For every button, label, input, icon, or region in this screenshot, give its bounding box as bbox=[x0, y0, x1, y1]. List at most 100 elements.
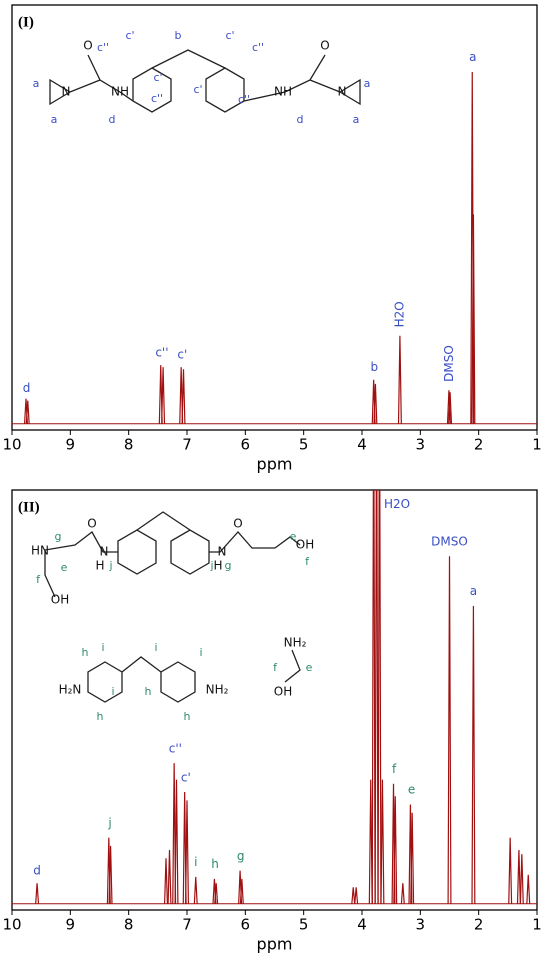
x-tick-label: 10 bbox=[2, 436, 21, 454]
peak bbox=[108, 845, 113, 904]
x-tick-label: 8 bbox=[124, 916, 134, 934]
peak-annotation: c'' bbox=[155, 345, 168, 359]
bond bbox=[49, 78, 101, 106]
peak bbox=[214, 883, 219, 904]
peak bbox=[377, 490, 382, 904]
peak-annotation: DMSO bbox=[442, 345, 456, 382]
structure-label: i bbox=[154, 641, 157, 654]
structure-label: NH₂ bbox=[284, 636, 307, 650]
peak bbox=[373, 383, 378, 424]
peak bbox=[185, 800, 189, 904]
structure-label: H bbox=[95, 559, 104, 573]
structure-label: b bbox=[175, 29, 182, 42]
peak bbox=[397, 335, 402, 424]
ring bbox=[205, 67, 245, 113]
x-tick-label: 5 bbox=[299, 916, 309, 934]
structure-label: N bbox=[62, 85, 71, 99]
structure-label: OH bbox=[51, 593, 69, 607]
ring bbox=[117, 529, 157, 575]
peak bbox=[351, 887, 356, 904]
x-tick-label: 4 bbox=[357, 916, 367, 934]
structure-label: h bbox=[97, 710, 104, 723]
structure-label: a bbox=[353, 113, 360, 126]
structure-label: O bbox=[87, 517, 96, 531]
peak bbox=[393, 796, 398, 904]
structure-label: e bbox=[290, 530, 297, 543]
peak bbox=[519, 854, 524, 904]
structure-label: d bbox=[109, 113, 116, 126]
peak-annotation: H2O bbox=[384, 497, 410, 511]
structure-label: e bbox=[61, 561, 68, 574]
chart: 10 9 8 7 6 5 4 3 2 1 ppm (I) d c'' c' b H2O DMSO a O O N NH NH N… bbox=[2, 4, 542, 474]
peak-annotation: H2O bbox=[392, 301, 406, 327]
peak bbox=[448, 392, 453, 424]
bond bbox=[151, 49, 226, 69]
x-tick-label: 6 bbox=[241, 916, 251, 934]
bond bbox=[209, 531, 301, 553]
peak bbox=[239, 878, 244, 904]
peak bbox=[25, 400, 30, 424]
x-tick-label: 3 bbox=[416, 436, 426, 454]
peak bbox=[161, 367, 166, 424]
structure-label: c' bbox=[193, 83, 202, 96]
structure-label: h bbox=[82, 646, 89, 659]
structure-label: O bbox=[233, 517, 242, 531]
peak-annotation: i bbox=[194, 855, 197, 869]
peak-annotation: a bbox=[470, 584, 477, 598]
peak bbox=[174, 779, 179, 904]
structure-label: c'' bbox=[97, 41, 109, 54]
x-tick-label: 5 bbox=[299, 436, 309, 454]
panel-label: (II) bbox=[18, 499, 40, 515]
peak bbox=[181, 369, 186, 424]
structure-label: c'' bbox=[151, 92, 163, 105]
structure-label: i bbox=[101, 641, 104, 654]
x-tick-label: 9 bbox=[66, 436, 76, 454]
peak-annotation: a bbox=[469, 50, 476, 64]
structure-label: c'' bbox=[252, 41, 264, 54]
spectrum bbox=[12, 490, 537, 905]
structure-label: e bbox=[306, 661, 313, 674]
structure-label: N bbox=[100, 545, 109, 559]
structure-label: j bbox=[209, 559, 213, 572]
peak bbox=[164, 858, 168, 904]
structure-label: g bbox=[225, 559, 232, 572]
structure-label: c' bbox=[125, 29, 134, 42]
structure-label: O bbox=[83, 39, 92, 53]
structure-label: a bbox=[33, 77, 40, 90]
bond bbox=[121, 656, 162, 673]
x-tick-label: 10 bbox=[2, 916, 21, 934]
structure-label: j bbox=[108, 559, 112, 572]
structure-label: HN bbox=[31, 544, 49, 558]
peak bbox=[193, 876, 198, 904]
ring bbox=[132, 67, 172, 113]
structure-label: i bbox=[111, 685, 114, 698]
peak bbox=[471, 605, 476, 904]
x-tick-label: 8 bbox=[124, 436, 134, 454]
structure-label: H₂N bbox=[59, 683, 82, 697]
peak-annotation: e bbox=[408, 783, 415, 797]
spectrum bbox=[12, 71, 537, 425]
x-tick-label: 9 bbox=[66, 916, 76, 934]
structure-label: NH₂ bbox=[206, 683, 229, 697]
structure-label: d bbox=[297, 113, 304, 126]
peak bbox=[410, 812, 415, 904]
x-tick-label: 6 bbox=[241, 436, 251, 454]
peak bbox=[446, 390, 451, 424]
peak-annotation: DMSO bbox=[431, 534, 468, 548]
structure-bonds bbox=[44, 49, 361, 703]
peak-annotation: f bbox=[392, 762, 397, 776]
structure-label: i bbox=[199, 646, 202, 659]
bond bbox=[284, 649, 301, 683]
structure-label: O bbox=[320, 39, 329, 53]
x-tick-label: 2 bbox=[474, 916, 484, 934]
peak bbox=[371, 490, 376, 904]
x-tick-label: 1 bbox=[532, 436, 542, 454]
x-tick-label: 7 bbox=[182, 916, 192, 934]
structure-label: H bbox=[213, 559, 222, 573]
peak-annotation: d bbox=[33, 863, 41, 877]
structure-label: NH bbox=[111, 85, 129, 99]
peak-annotation: h bbox=[211, 857, 219, 871]
peak-annotation: c'' bbox=[169, 741, 182, 755]
